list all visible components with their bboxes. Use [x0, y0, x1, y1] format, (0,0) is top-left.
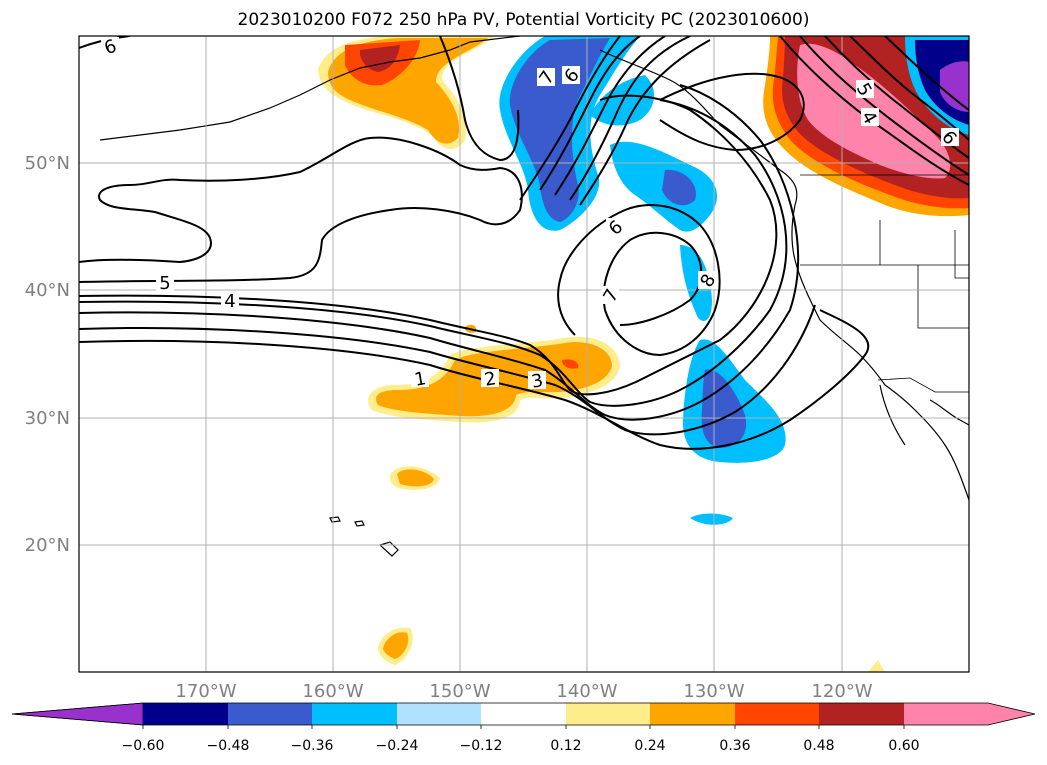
colorbar-under-extension — [11, 702, 144, 726]
colorbar-bin — [735, 703, 819, 725]
colorbar-tick-label: 0.60 — [888, 738, 919, 754]
colorbar-tick-label: −0.24 — [376, 738, 419, 754]
colorbar-ticks — [142, 725, 905, 729]
lon-label-170w: 170°W — [175, 681, 236, 702]
colorbar-tick-label: 0.36 — [719, 738, 750, 754]
lon-label-150w: 150°W — [429, 681, 490, 702]
map-title: 2023010200 F072 250 hPa PV, Potential Vo… — [237, 10, 810, 30]
contour-label: 4 — [224, 291, 235, 312]
colorbar-tick-label: 0.48 — [803, 738, 834, 754]
colorbar-bin — [397, 703, 481, 725]
contour-label: 1 — [413, 368, 428, 391]
colorbar-bin — [481, 703, 566, 725]
map-gridlines — [79, 36, 969, 672]
lat-label-30n: 30°N — [25, 408, 70, 429]
colorbar-tick-label: 0.24 — [634, 738, 665, 754]
lon-label-160w: 160°W — [302, 681, 363, 702]
lon-label-120w: 120°W — [811, 681, 872, 702]
colorbar-bin — [819, 703, 904, 725]
coastlines — [99, 36, 969, 557]
colorbar-tick-label: 0.12 — [550, 738, 581, 754]
longitude-labels: 170°W 160°W 150°W 140°W 130°W 120°W — [175, 681, 872, 702]
pv-contours — [79, 36, 969, 450]
map-panel: 6 7 6 5 4 1 2 3 6 7 8 5 4 6 — [78, 35, 970, 673]
colorbar-tick-labels: −0.60 −0.48 −0.36 −0.24 −0.12 0.12 0.24 … — [122, 738, 920, 754]
contour-label-halos — [101, 37, 959, 389]
contour-label: 3 — [530, 370, 545, 393]
contour-label: 5 — [159, 273, 170, 294]
colorbar-tick-label: −0.36 — [291, 738, 334, 754]
contour-label: 2 — [483, 368, 498, 391]
map-frame — [78, 35, 970, 673]
colorbar-bin — [312, 703, 397, 725]
colorbar-bin — [228, 703, 312, 725]
colorbar: −0.60 −0.48 −0.36 −0.24 −0.12 0.12 0.24 … — [11, 702, 1036, 754]
colorbar-bin — [143, 703, 228, 725]
colorbar-tick-label: −0.60 — [122, 738, 165, 754]
lat-label-20n: 20°N — [25, 535, 70, 556]
lat-label-40n: 40°N — [25, 280, 70, 301]
colorbar-bin — [650, 703, 735, 725]
colorbar-tick-label: −0.12 — [460, 738, 503, 754]
lon-label-130w: 130°W — [683, 681, 744, 702]
colorbar-over-extension — [904, 703, 1035, 725]
colorbar-tick-label: −0.48 — [207, 738, 250, 754]
latitude-labels: 20°N 30°N 40°N 50°N — [25, 153, 70, 556]
colorbar-bin — [566, 703, 650, 725]
lat-label-50n: 50°N — [25, 153, 70, 174]
lon-label-140w: 140°W — [556, 681, 617, 702]
